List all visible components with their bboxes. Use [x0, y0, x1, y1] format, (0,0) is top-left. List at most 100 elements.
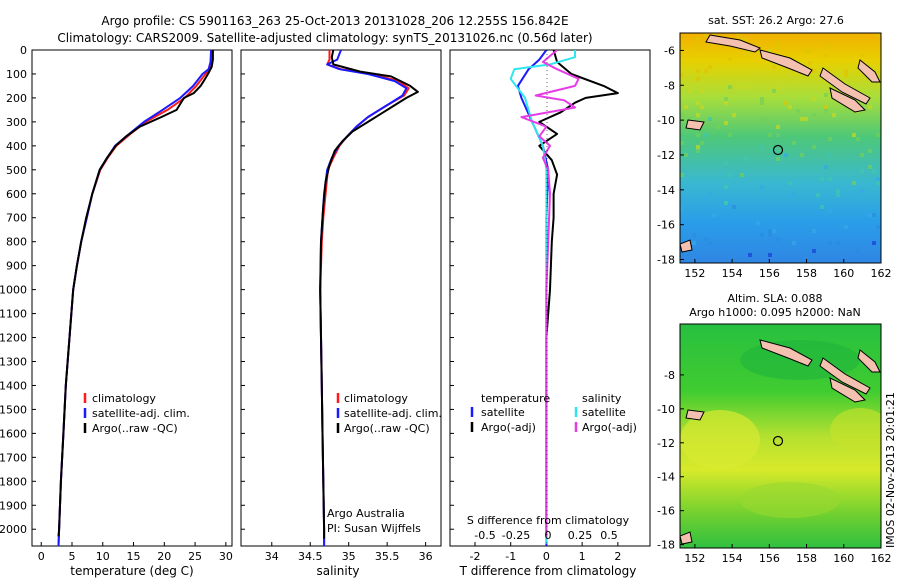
sla-land: [680, 339, 881, 545]
sst-pixel: [856, 249, 860, 253]
sst-pixel: [828, 153, 832, 157]
depth-tick-label: 200: [6, 92, 27, 105]
sst-pixel: [716, 125, 720, 129]
sst-pixel: [788, 105, 792, 109]
s-difference-ticks: -0.5 -0.25 0 0.25 0.5: [474, 529, 617, 542]
map-x-tick-label: 152: [684, 267, 705, 280]
sst-pixel: [728, 173, 732, 177]
map-y-tick-label: -16: [657, 505, 675, 518]
sst-pixel: [824, 109, 828, 113]
t-difference-label: T difference from climatology: [459, 564, 637, 578]
depth-axis: 0 100 200 300 400 500 600 700 800 900 1000 1100 1200…: [0, 44, 454, 536]
map-y-tick-label: -8: [664, 369, 675, 382]
sst-pixel: [868, 165, 872, 169]
sst-pixel: [696, 149, 700, 153]
sst-pixel: [740, 173, 744, 177]
s-tick: 0.25: [568, 529, 593, 542]
legend-label-s-satellite: satellite: [582, 406, 626, 419]
island: [680, 531, 693, 545]
sst-pixel: [736, 33, 740, 37]
depth-tick-label: 1300: [0, 355, 27, 368]
sst-map-ticks: 152 154 156 158 160 162 -6 -8 -10 -12 -14 -16 -18: [657, 44, 891, 280]
sst-pixel: [700, 89, 704, 93]
sst-pixel: [808, 61, 812, 65]
legend-label-s-argo: Argo(-adj): [582, 421, 637, 434]
depth-tick-label: 1700: [0, 451, 27, 464]
sst-pixel: [748, 85, 752, 89]
depth-tick-label: 800: [6, 236, 27, 249]
sst-pixel: [836, 241, 840, 245]
sst-pixel: [776, 45, 780, 49]
map-x-tick-label: 154: [722, 267, 743, 280]
island: [829, 377, 867, 403]
map-y-tick-label: -14: [657, 184, 675, 197]
sst-pixel: [876, 181, 880, 185]
sst-pixel: [792, 241, 796, 245]
sla-map-field: [680, 324, 881, 548]
map-x-tick-label: 152: [684, 552, 705, 565]
sst-map-title: sat. SST: 26.2 Argo: 27.6: [708, 14, 844, 27]
sst-pixel: [876, 133, 880, 137]
x-tick-label: 35.5: [375, 550, 400, 563]
sst-pixel: [860, 153, 864, 157]
sst-pixel: [804, 49, 808, 53]
sst-pixel: [728, 57, 732, 61]
s-tick: -0.5: [474, 529, 495, 542]
map-x-tick-label: 156: [759, 552, 780, 565]
sst-pixel: [868, 105, 872, 109]
island: [685, 409, 705, 421]
sst-pixel: [728, 85, 732, 89]
argo-location-marker: [772, 144, 784, 156]
sst-pixel: [704, 121, 708, 125]
s-tick: 0.5: [600, 529, 618, 542]
depth-tick-label: 2000: [0, 523, 27, 536]
legend-label-satellite: satellite-adj. clim.: [344, 407, 442, 420]
sst-pixel: [828, 137, 832, 141]
sla-blob: [740, 482, 840, 518]
sst-pixel: [696, 69, 700, 73]
sst-pixel: [732, 113, 736, 117]
sst-pixel: [812, 113, 816, 117]
sst-pixel: [820, 205, 824, 209]
sla-map-title-line1: Altim. SLA: 0.088: [727, 292, 822, 305]
sst-pixel: [696, 101, 700, 105]
sst-pixel: [684, 153, 688, 157]
sst-pixel: [696, 37, 700, 41]
map-y-tick-label: -14: [657, 471, 675, 484]
depth-tick-label: 400: [6, 140, 27, 153]
sst-pixel: [792, 193, 796, 197]
sst-pixel: [696, 77, 700, 81]
depth-tick-label: 1100: [0, 308, 27, 321]
sst-pixel: [812, 97, 816, 101]
sst-pixel: [816, 193, 820, 197]
sst-pixel: [812, 249, 816, 253]
sla-blob: [680, 410, 760, 470]
legend-label-satellite: satellite-adj. clim.: [92, 407, 190, 420]
s-tick: 0: [545, 529, 552, 542]
depth-tick-label: 1900: [0, 499, 27, 512]
sst-pixel: [696, 113, 700, 117]
sst-pixel: [872, 241, 876, 245]
x-tick-label: 36: [419, 550, 433, 563]
island: [829, 87, 867, 113]
sst-pixel: [724, 121, 728, 125]
sst-pixel: [800, 117, 804, 121]
sst-pixel: [776, 85, 780, 89]
legend-title-salinity: salinity: [582, 392, 622, 405]
figure-title-line2: Climatology: CARS2009. Satellite-adjuste…: [57, 31, 592, 45]
sst-pixel: [680, 209, 684, 213]
sst-pixel: [680, 113, 684, 117]
sst-pixel: [852, 181, 856, 185]
x-tick-label: 35: [342, 550, 356, 563]
sst-pixel: [680, 73, 684, 77]
legend-label-t-satellite: satellite: [481, 406, 525, 419]
imos-timestamp: IMOS 02-Nov-2013 20:01:21: [884, 392, 897, 548]
series-line-argo-raw-qc-: [319, 50, 419, 539]
sst-pixel: [760, 97, 764, 101]
sst-pixel: [692, 233, 696, 237]
sst-pixel: [712, 33, 716, 37]
sst-pixel: [760, 117, 764, 121]
map-x-tick-label: 160: [833, 267, 854, 280]
difference-plot-frame: [449, 49, 651, 547]
sst-pixel: [680, 205, 684, 209]
